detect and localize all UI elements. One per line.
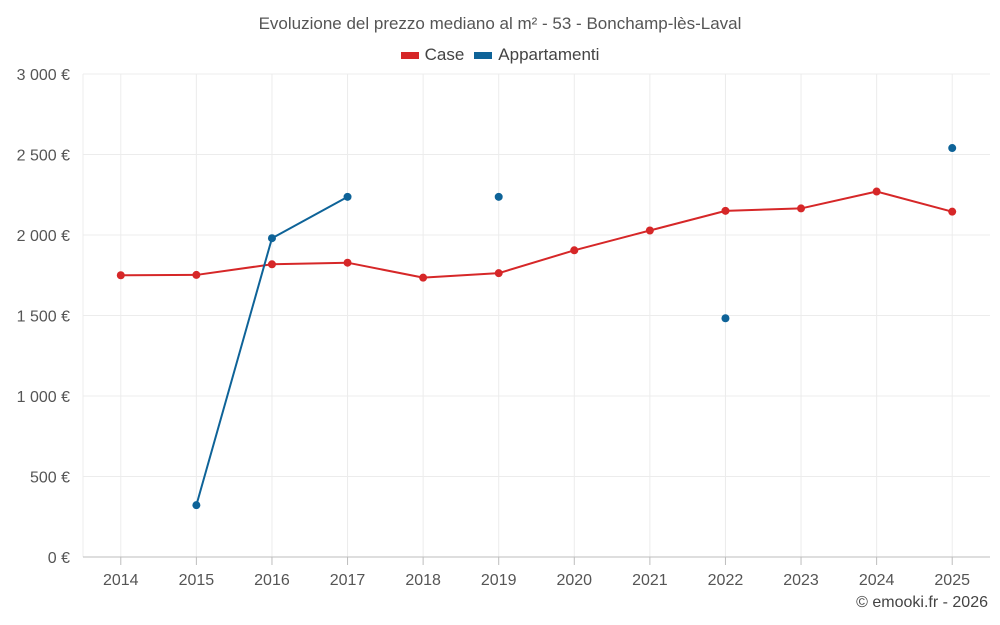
legend-label-appartamenti: Appartamenti bbox=[498, 45, 600, 64]
data-point-case bbox=[872, 187, 881, 196]
x-tick-label: 2015 bbox=[179, 572, 215, 589]
y-tick-label: 2 000 € bbox=[17, 228, 70, 245]
chart-legend: Case Appartamenti bbox=[0, 45, 1000, 65]
x-tick-label: 2016 bbox=[254, 572, 290, 589]
x-tick-label: 2014 bbox=[103, 572, 139, 589]
x-tick-label: 2023 bbox=[783, 572, 819, 589]
data-point-case bbox=[797, 204, 806, 213]
data-point-case bbox=[570, 246, 579, 255]
credit-text: © emooki.fr - 2026 bbox=[856, 594, 988, 611]
x-tick-label: 2021 bbox=[632, 572, 668, 589]
x-tick-label: 2018 bbox=[405, 572, 441, 589]
legend-swatch-appartamenti bbox=[474, 51, 493, 59]
data-point-case bbox=[267, 260, 276, 269]
y-tick-label: 1 000 € bbox=[17, 389, 70, 406]
data-point-case bbox=[419, 273, 428, 282]
y-tick-label: 2 500 € bbox=[17, 148, 70, 165]
legend-item-case[interactable]: Case bbox=[400, 45, 465, 65]
data-point-case bbox=[494, 269, 503, 278]
data-point-case bbox=[192, 270, 201, 279]
legend-swatch-case bbox=[400, 51, 419, 59]
x-tick-label: 2022 bbox=[708, 572, 744, 589]
legend-item-appartamenti[interactable]: Appartamenti bbox=[474, 45, 599, 65]
x-tick-label: 2020 bbox=[556, 572, 592, 589]
data-point-case bbox=[948, 207, 957, 216]
y-tick-label: 0 € bbox=[48, 550, 70, 567]
data-point-appartamenti bbox=[192, 501, 201, 510]
x-tick-label: 2024 bbox=[859, 572, 895, 589]
data-point-appartamenti bbox=[948, 144, 957, 153]
data-point-appartamenti bbox=[494, 192, 503, 201]
data-point-case bbox=[645, 226, 654, 235]
data-point-appartamenti bbox=[721, 314, 730, 323]
data-point-case bbox=[343, 258, 352, 267]
y-tick-label: 1 500 € bbox=[17, 309, 70, 326]
data-point-case bbox=[721, 206, 730, 215]
data-point-appartamenti bbox=[343, 192, 352, 201]
data-point-appartamenti bbox=[267, 234, 276, 243]
x-tick-label: 2019 bbox=[481, 572, 517, 589]
data-point-case bbox=[116, 271, 125, 280]
legend-label-case: Case bbox=[424, 45, 465, 64]
series-line-case bbox=[120, 190, 953, 279]
y-tick-label: 500 € bbox=[30, 470, 70, 487]
chart-title: Evoluzione del prezzo mediano al m² - 53… bbox=[258, 14, 742, 33]
y-tick-label: 3 000 € bbox=[17, 67, 70, 84]
x-tick-label: 2025 bbox=[934, 572, 970, 589]
x-tick-label: 2017 bbox=[330, 572, 366, 589]
